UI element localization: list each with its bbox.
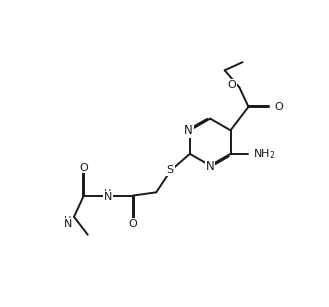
- Text: H: H: [64, 216, 72, 226]
- Text: O: O: [274, 102, 283, 112]
- Text: O: O: [227, 80, 236, 90]
- Text: NH$_2$: NH$_2$: [253, 147, 276, 161]
- Text: N: N: [104, 192, 112, 202]
- Text: S: S: [167, 165, 174, 175]
- Text: H: H: [104, 188, 112, 199]
- Text: O: O: [128, 219, 137, 229]
- Text: N: N: [64, 219, 72, 229]
- Text: N: N: [206, 160, 215, 173]
- Text: N: N: [184, 124, 192, 137]
- Text: O: O: [79, 162, 88, 173]
